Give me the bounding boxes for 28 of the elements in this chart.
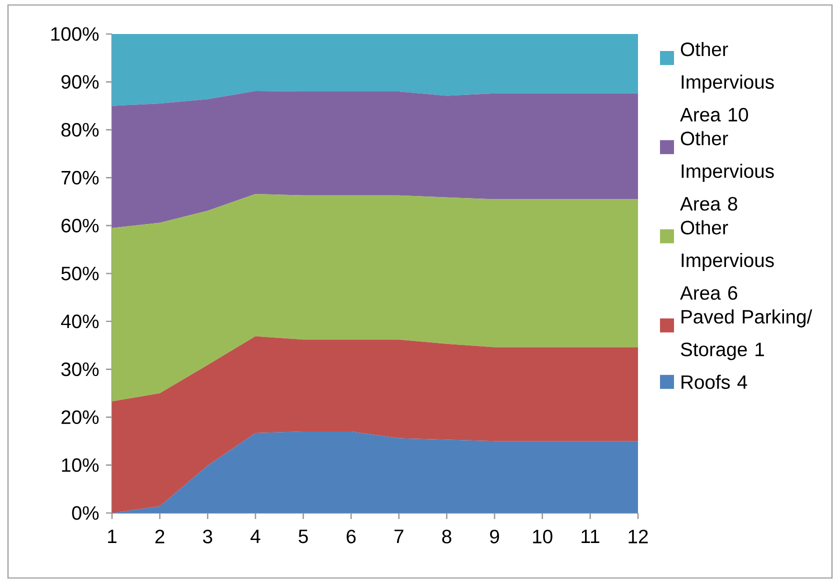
y-tick-label: 0%: [72, 506, 99, 520]
y-tick-label: 70%: [62, 170, 99, 185]
y-tick-label: 40%: [61, 314, 99, 328]
x-tick-label: 4: [250, 530, 260, 544]
x-tick-label: 3: [202, 530, 212, 544]
x-tick-label: 5: [298, 530, 308, 544]
x-tick-label: 1: [108, 530, 116, 544]
legend-label: Other Impervious Area 8: [680, 131, 774, 211]
legend-label: Roofs 4: [682, 374, 748, 389]
x-tick-label: 8: [442, 530, 452, 544]
legend-label: Other Impervious Area 6: [680, 220, 774, 300]
y-tick-label: 20%: [62, 410, 99, 424]
x-tick-label: 9: [490, 530, 500, 544]
legend-label: Paved Parking/ Storage 1: [680, 309, 812, 360]
x-tick-label: 2: [155, 530, 164, 544]
x-tick-label: 12: [628, 530, 648, 544]
y-tick-label: 30%: [61, 362, 99, 376]
y-tick-label: 60%: [62, 218, 99, 232]
y-tick-label: 80%: [61, 122, 99, 137]
x-tick-label: 7: [394, 530, 404, 544]
y-tick-label: 10%: [62, 458, 99, 472]
y-tick-label: 90%: [62, 75, 99, 89]
x-tick-label: 6: [346, 530, 356, 544]
x-tick-label: 11: [582, 530, 600, 544]
y-tick-label: 100%: [51, 27, 99, 41]
legend-label: Other Impervious Area 10: [680, 42, 774, 122]
y-tick-label: 50%: [61, 266, 99, 280]
x-tick-label: 10: [533, 530, 552, 544]
